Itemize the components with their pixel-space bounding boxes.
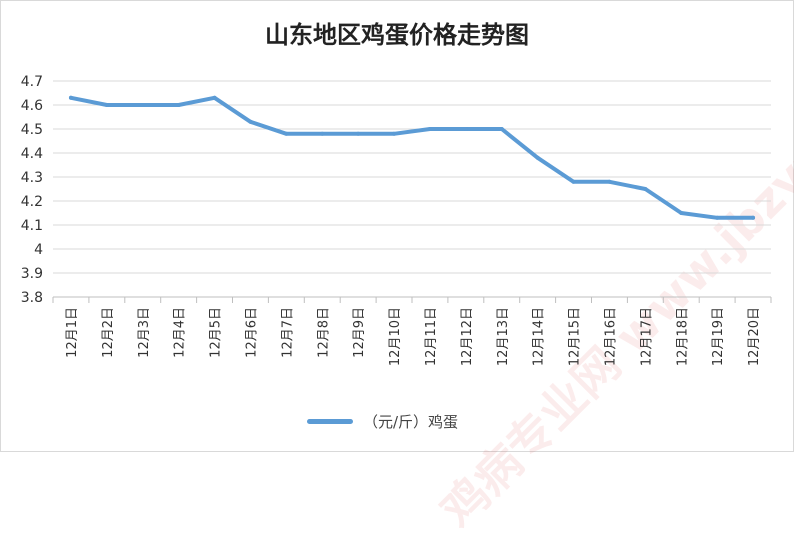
data-point (643, 187, 648, 191)
data-point (104, 103, 109, 107)
x-tick-label: 12月13日 (496, 307, 511, 366)
data-point (751, 215, 756, 220)
y-tick-label: 4.2 (21, 194, 43, 210)
x-tick-label: 12月4日 (173, 307, 188, 358)
x-tick-label: 12月9日 (352, 307, 367, 358)
x-tick-label: 12月10日 (388, 307, 403, 366)
legend: （元/斤）鸡蛋 (307, 409, 458, 433)
x-tick-label: 12月3日 (137, 307, 152, 358)
data-point (284, 131, 289, 136)
x-tick-label: 12月12日 (460, 307, 475, 366)
x-tick-label: 12月5日 (209, 307, 224, 358)
y-tick-label: 4 (34, 242, 43, 258)
y-tick-label: 4.3 (21, 170, 43, 186)
x-tick-label: 12月2日 (101, 307, 116, 358)
x-tick-label: 12月11日 (424, 307, 439, 366)
x-tick-label: 12月17日 (639, 307, 654, 366)
x-tick-label: 12月7日 (280, 307, 295, 358)
data-point (715, 215, 720, 220)
series-line (68, 95, 756, 220)
x-tick-label: 12月1日 (65, 307, 80, 358)
data-point (248, 119, 253, 124)
x-tick-label: 12月14日 (532, 307, 547, 366)
data-point (535, 155, 540, 160)
data-point (320, 131, 325, 136)
x-tick-label: 12月15日 (568, 307, 583, 366)
legend-label: （元/斤）鸡蛋 (363, 412, 459, 431)
data-point (176, 103, 181, 107)
legend-swatch (307, 418, 353, 424)
y-tick-label: 4.4 (21, 146, 43, 162)
data-point (427, 127, 432, 131)
y-tick-label: 4.1 (21, 218, 43, 234)
data-point (356, 131, 361, 136)
y-tick-label: 4.7 (21, 74, 43, 90)
x-tick-label: 12月16日 (603, 307, 618, 366)
x-tick-label: 12月20日 (747, 307, 762, 366)
data-point (499, 127, 504, 131)
data-point (463, 127, 468, 131)
y-tick-label: 3.9 (21, 266, 43, 282)
y-tick-label: 4.5 (21, 122, 43, 138)
data-point (392, 131, 397, 136)
grid-layer (53, 80, 771, 298)
x-tick-label: 12月18日 (675, 307, 690, 366)
x-tick-label: 12月6日 (244, 307, 259, 358)
data-point (571, 179, 576, 184)
data-point (212, 95, 217, 100)
series-layer (68, 95, 756, 220)
data-point (607, 179, 612, 184)
chart-title: 山东地区鸡蛋价格走势图 (265, 20, 529, 49)
data-point (679, 211, 684, 215)
line-chart: 3.83.944.14.24.34.44.54.64.7 12月1日 12月2日 1… (21, 74, 772, 366)
y-tick-label: 3.8 (21, 290, 43, 306)
x-tick-layer: 12月1日 12月2日 12月3日 12月4日 12月5日 12月6日 12月7日 12月8日… (52, 297, 772, 366)
data-point (140, 103, 145, 107)
y-tick-layer: 3.8 3.9 4 4.1 4.2 4.3 4.4 4.5 4.6 4.7 (21, 74, 43, 306)
x-tick-label: 12月8日 (316, 307, 331, 358)
y-tick-label: 4.6 (21, 98, 43, 114)
data-point (68, 95, 73, 100)
x-tick-label: 12月19日 (711, 307, 726, 366)
